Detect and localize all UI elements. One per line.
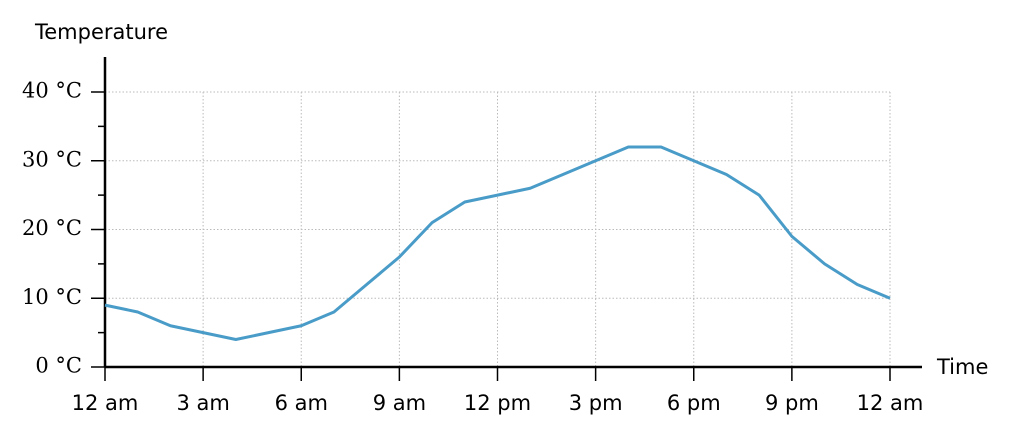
x-tick-label: 3 pm: [569, 391, 623, 415]
y-tick-label: 10 °C: [22, 285, 82, 309]
y-tick-label: 40 °C: [22, 79, 82, 103]
x-tick-label: 9 pm: [765, 391, 819, 415]
x-tick-label: 9 am: [373, 391, 426, 415]
y-tick-label: 0 °C: [35, 354, 82, 378]
y-tick-label: 30 °C: [22, 147, 82, 171]
y-axis-label: Temperature: [34, 20, 168, 44]
x-tick-label: 12 am: [72, 391, 139, 415]
axes: [91, 57, 922, 381]
x-tick-label: 12 am: [857, 391, 924, 415]
x-tick-label: 6 pm: [667, 391, 721, 415]
x-axis-label: Time: [936, 355, 988, 379]
x-tick-label: 6 am: [275, 391, 328, 415]
y-tick-label: 20 °C: [22, 216, 82, 240]
x-tick-label: 12 pm: [464, 391, 531, 415]
x-tick-label: 3 am: [176, 391, 229, 415]
line: [104, 145, 891, 341]
grid: [104, 91, 891, 368]
